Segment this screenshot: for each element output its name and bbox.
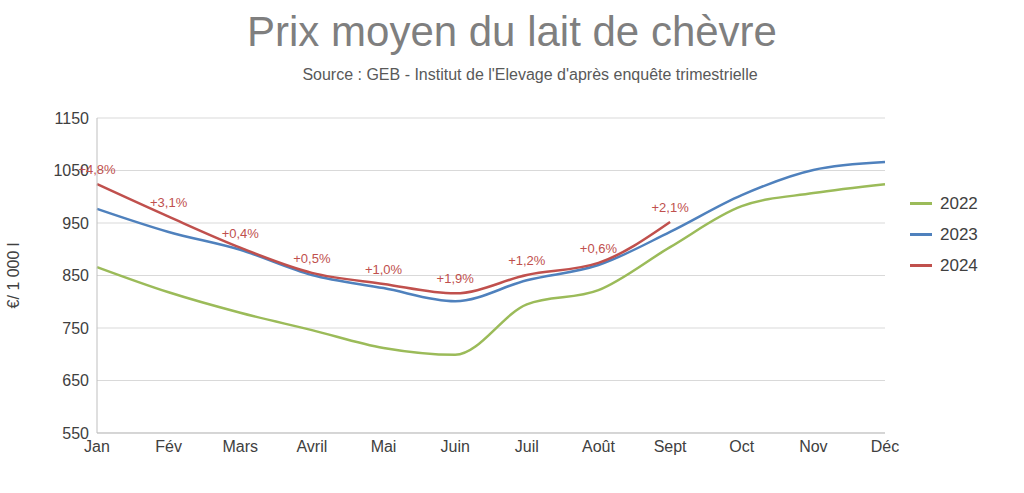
svg-text:Juin: Juin [441, 438, 470, 455]
svg-text:950: 950 [62, 215, 89, 232]
svg-text:+3,1%: +3,1% [150, 195, 188, 210]
svg-text:650: 650 [62, 372, 89, 389]
html-text:Prix moyen du lait de chèvre: Prix moyen du lait de chèvre [247, 8, 777, 55]
svg-text:750: 750 [62, 320, 89, 337]
svg-text:+2,1%: +2,1% [651, 200, 689, 215]
svg-text:550: 550 [62, 425, 89, 442]
svg-text:Mai: Mai [371, 438, 397, 455]
svg-text:Mars: Mars [222, 438, 258, 455]
svg-text:Juil: Juil [515, 438, 539, 455]
svg-text:Nov: Nov [799, 438, 827, 455]
svg-text:Oct: Oct [729, 438, 754, 455]
html-text:2022: 2022 [940, 193, 978, 213]
svg-text:+0,6%: +0,6% [580, 241, 618, 256]
svg-text:Jan: Jan [84, 438, 110, 456]
svg-text:Août: Août [582, 438, 615, 455]
svg-text:+1,2%: +1,2% [508, 253, 546, 268]
svg-text:1150: 1150 [55, 110, 90, 127]
svg-text:Sept: Sept [654, 438, 687, 455]
html-text:2023: 2023 [940, 224, 978, 244]
svg-text:+0,4%: +0,4% [222, 226, 260, 241]
svg-text:€/ 1 000 l: €/ 1 000 l [8, 243, 22, 309]
html-text:Source : GEB - Institut de l'E: Source : GEB - Institut de l'Elevage d'a… [302, 66, 758, 83]
svg-text:Avril: Avril [296, 438, 327, 455]
svg-text:+4,8%: +4,8% [78, 162, 116, 177]
svg-text:+1,0%: +1,0% [365, 262, 403, 277]
svg-text:850: 850 [62, 267, 89, 284]
svg-text:1050: 1050 [53, 162, 89, 180]
svg-text:+1,9%: +1,9% [437, 271, 475, 286]
svg-text:+0,5%: +0,5% [293, 251, 331, 266]
svg-text:Fév: Fév [155, 438, 182, 455]
svg-text:Déc: Déc [871, 438, 899, 455]
html-text:2024: 2024 [940, 255, 978, 275]
